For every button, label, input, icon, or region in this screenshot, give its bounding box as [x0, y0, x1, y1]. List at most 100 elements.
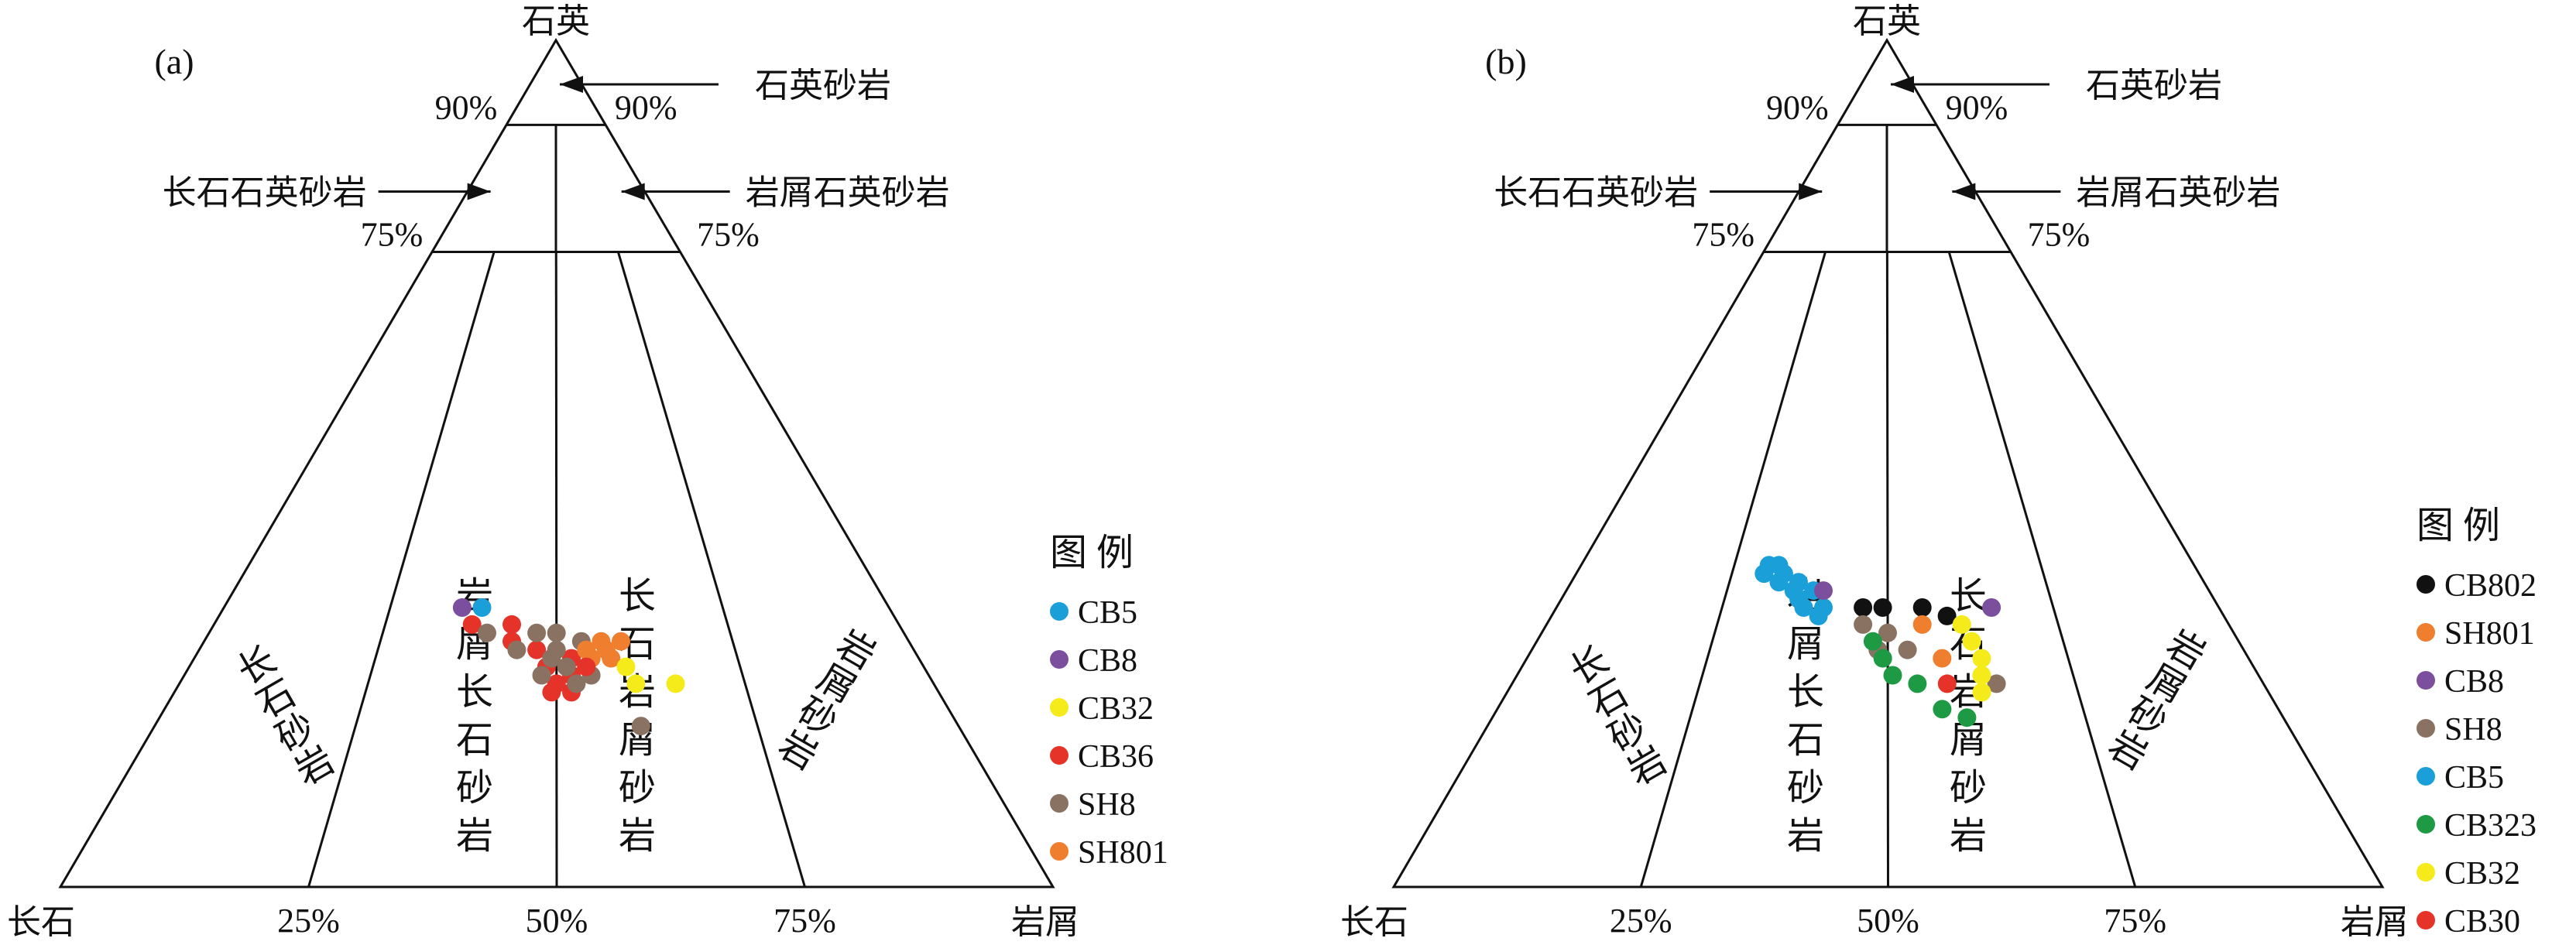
data-point-CB5 [1809, 606, 1828, 625]
data-point-CB5 [472, 598, 492, 617]
legend-label-CB36: CB36 [1078, 739, 1154, 775]
legend-label-CB323: CB323 [2444, 808, 2537, 844]
callout-quartz-sandstone: 石英砂岩 [2086, 67, 2222, 104]
data-point-SH8 [1898, 640, 1917, 659]
svg-text:屑: 屑 [1787, 624, 1824, 665]
data-points [452, 598, 685, 736]
svg-text:岩: 岩 [1950, 816, 1987, 857]
bottom-tick-1: 25% [277, 902, 340, 940]
data-point-SH8 [547, 640, 566, 659]
legend-label-CB32: CB32 [1078, 691, 1154, 727]
data-point-CB32 [616, 657, 636, 676]
data-point-SH8 [478, 623, 496, 642]
bottom-tick-2: 50% [526, 902, 588, 940]
svg-text:长: 长 [456, 672, 493, 713]
data-point-SH8 [557, 657, 576, 676]
legend-marker-CB30 [2417, 911, 2435, 930]
pct-90-right: 90% [1946, 88, 2008, 126]
callout-feldspathic-quartz-sandstone: 长石石英砂岩 [1494, 173, 1698, 211]
svg-text:石: 石 [456, 720, 493, 761]
legend-marker-CB8 [1050, 650, 1068, 669]
legend-title: 图 例 [2417, 505, 2500, 546]
legend-label-CB8: CB8 [1078, 643, 1137, 679]
svg-text:岩: 岩 [619, 816, 656, 857]
vertex-lithic: 岩屑 [2341, 903, 2409, 941]
pct-75-right: 75% [2028, 216, 2091, 254]
pct-75-left: 75% [361, 216, 424, 254]
legend-marker-CB5 [1050, 602, 1068, 621]
legend: 图 例 CB802 SH801 CB8 SH8 CB5 CB323 CB32 CB30 [2417, 505, 2537, 940]
legend-label-SH801: SH801 [2444, 616, 2535, 652]
data-point-SH801 [1912, 615, 1932, 634]
svg-text:长: 长 [1787, 672, 1824, 713]
data-point-CB32 [626, 674, 646, 693]
svg-text:砂: 砂 [619, 768, 656, 809]
legend-label-CB32: CB32 [2444, 856, 2520, 892]
arrow-feldspathic-quartz [378, 183, 491, 200]
data-point-SH8 [507, 640, 527, 659]
pct-90-right: 90% [615, 88, 677, 126]
data-point-CB32 [666, 674, 685, 693]
data-point-CB36 [462, 615, 482, 634]
legend-label-CB5: CB5 [1078, 595, 1137, 631]
data-point-CB802 [1854, 598, 1873, 617]
data-point-CB8 [452, 598, 472, 617]
data-point-CB323 [1933, 700, 1952, 719]
data-point-SH801 [1933, 649, 1952, 668]
legend-marker-CB8 [2417, 671, 2435, 690]
legend-marker-CB5 [2417, 767, 2435, 786]
data-point-CB802 [1937, 606, 1957, 625]
legend-marker-SH8 [2417, 719, 2435, 738]
data-point-SH8 [547, 623, 566, 642]
data-point-CB32 [1972, 649, 1991, 668]
bottom-tick-3: 75% [773, 902, 836, 940]
legend: 图 例 CB5 CB8 CB32 CB36 SH8 SH801 [1050, 532, 1168, 871]
data-point-SH8 [567, 674, 586, 693]
legend-marker-CB323 [2417, 815, 2435, 834]
data-point-CB36 [527, 640, 547, 659]
legend-title: 图 例 [1050, 532, 1134, 574]
data-point-CB323 [1957, 708, 1977, 728]
pct-90-left: 90% [1766, 88, 1829, 126]
legend-label-CB802: CB802 [2444, 568, 2537, 604]
panel-tag: (b) [1485, 42, 1527, 81]
data-point-SH8 [1854, 615, 1873, 634]
svg-text:石: 石 [1787, 720, 1824, 761]
arrow-lithic-quartz [1952, 183, 2061, 200]
data-point-SH8 [631, 717, 650, 736]
data-point-CB32 [1952, 615, 1971, 634]
legend-marker-CB36 [1050, 746, 1068, 765]
arrow-quartz-sandstone [1891, 76, 2049, 93]
data-points [1754, 556, 2006, 728]
arrow-lithic-quartz [621, 183, 730, 200]
data-point-CB802 [1873, 598, 1892, 617]
svg-text:岩: 岩 [456, 816, 493, 857]
panel-tag: (a) [154, 42, 194, 81]
vertex-feldspar: 长石 [7, 903, 75, 941]
legend-label-SH801: SH801 [1078, 835, 1168, 871]
callout-feldspathic-quartz-sandstone: 长石石英砂岩 [163, 173, 367, 211]
data-point-CB323 [1883, 666, 1902, 685]
svg-text:砂: 砂 [1950, 768, 1987, 809]
svg-text:长: 长 [1950, 576, 1987, 617]
data-point-CB36 [542, 683, 561, 702]
field-feldspathic-litharenite: 长石岩屑砂岩 [619, 576, 656, 857]
data-point-CB323 [1863, 632, 1882, 651]
legend-marker-SH801 [1050, 842, 1068, 861]
arrow-feldspathic-quartz [1710, 183, 1823, 200]
pct-75-left: 75% [1692, 216, 1754, 254]
svg-text:砂: 砂 [456, 768, 493, 809]
data-point-CB36 [577, 657, 596, 676]
legend-label-CB5: CB5 [2444, 760, 2504, 796]
data-point-SH8 [527, 623, 547, 642]
data-point-SH8 [1987, 674, 2006, 693]
data-point-CB323 [1873, 649, 1892, 668]
data-point-CB32 [1972, 666, 1991, 685]
svg-text:砂: 砂 [1787, 768, 1824, 809]
divider-1 [307, 252, 496, 888]
bottom-tick-2: 50% [1857, 902, 1919, 940]
vertex-feldspar: 长石 [1340, 903, 1408, 941]
callout-lithic-quartz-sandstone: 岩屑石英砂岩 [746, 173, 950, 211]
divider-3 [616, 252, 806, 888]
